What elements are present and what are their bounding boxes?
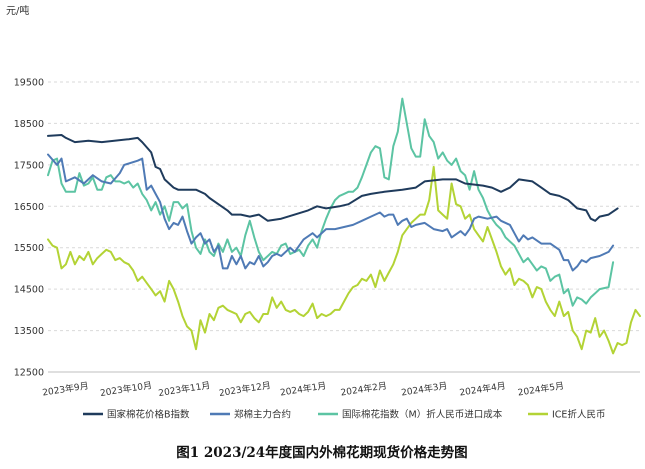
y-tick-label: 16500	[14, 202, 44, 213]
gridlines	[48, 81, 640, 332]
y-tick-label: 13500	[14, 326, 44, 337]
y-tick-label: 19500	[14, 78, 44, 89]
y-tick-label: 12500	[14, 368, 44, 379]
x-tick-label: 2023年10月	[99, 379, 153, 399]
legend: 国家棉花价格B指数 郑棉主力合约 国际棉花指数（M）折人民币进口成本 ICE折人民币	[83, 409, 605, 421]
x-axis-ticks: 2023年9月 2023年10月 2023年11月 2023年12月 2024年1月 20…	[41, 379, 564, 399]
legend-label-0: 国家棉花价格B指数	[107, 409, 190, 421]
y-axis-ticks: 12500 13500 14500 15500 16500 17500 18500 19500	[14, 78, 44, 379]
x-tick-label: 2023年9月	[41, 379, 89, 398]
legend-label-3: ICE折人民币	[552, 409, 605, 421]
y-tick-label: 17500	[14, 160, 44, 171]
x-tick-label: 2024年3月	[400, 379, 448, 398]
legend-label-2: 国际棉花指数（M）折人民币进口成本	[342, 409, 503, 421]
series-line-0	[47, 134, 619, 222]
y-tick-label: 18500	[14, 119, 44, 130]
series-line-1	[47, 153, 615, 272]
x-tick-label: 2023年12月	[218, 379, 272, 399]
x-tick-label: 2024年4月	[459, 379, 507, 398]
chart-caption: 图1 2023/24年度国内外棉花期现货价格走势图	[176, 444, 467, 461]
legend-label-1: 郑棉主力合约	[234, 409, 291, 421]
y-tick-label: 14500	[14, 285, 44, 296]
series-lines	[47, 97, 641, 355]
x-tick-label: 2024年1月	[279, 379, 327, 398]
x-tick-label: 2024年2月	[340, 379, 388, 398]
series-line-2	[47, 97, 615, 307]
series-line-3	[47, 165, 641, 355]
x-tick-label: 2023年11月	[158, 379, 212, 399]
x-tick-label: 2024年5月	[517, 379, 565, 398]
y-axis-unit-label: 元/吨	[6, 4, 29, 17]
y-tick-label: 15500	[14, 243, 44, 254]
